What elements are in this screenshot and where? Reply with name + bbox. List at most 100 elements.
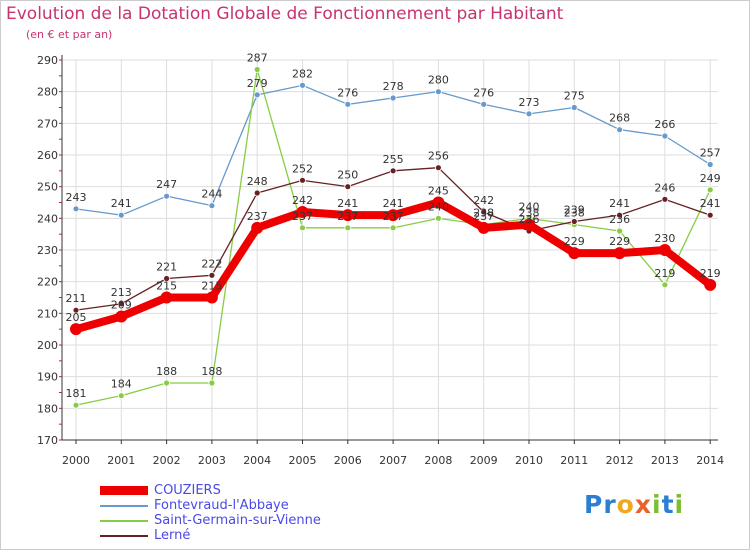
data-label-lerne: 252 — [292, 162, 313, 175]
data-point-fontevraud — [480, 100, 488, 108]
data-point-couziers — [432, 196, 445, 209]
data-point-couziers — [613, 247, 626, 260]
x-tick-label: 2010 — [515, 454, 543, 467]
x-tick-label: 2002 — [153, 454, 181, 467]
data-label-saint_germain: 238 — [564, 207, 585, 220]
data-point-saint_germain — [72, 401, 80, 409]
data-point-saint_germain — [344, 224, 352, 232]
data-label-couziers: 237 — [473, 210, 494, 223]
data-label-fontevraud: 278 — [383, 80, 404, 93]
legend-item-couziers: COUZIERS — [100, 483, 321, 498]
data-label-fontevraud: 273 — [519, 96, 540, 109]
data-point-couziers — [341, 209, 354, 222]
data-label-lerne: 239 — [564, 204, 585, 217]
legend-swatch-lerne — [100, 534, 148, 537]
legend-item-lerne: Lerné — [100, 528, 321, 543]
data-label-lerne: 256 — [428, 150, 449, 163]
data-point-lerne — [480, 208, 488, 216]
data-point-fontevraud — [299, 81, 306, 89]
data-label-saint_germain: 181 — [66, 387, 87, 400]
data-label-saint_germain: 237 — [292, 210, 313, 223]
data-point-saint_germain — [163, 379, 171, 387]
x-tick-label: 2007 — [379, 454, 407, 467]
data-label-couziers: 230 — [654, 232, 675, 245]
x-tick-label: 2005 — [289, 454, 317, 467]
data-label-saint_germain: 238 — [473, 207, 494, 220]
y-tick-label: 280 — [37, 86, 58, 99]
data-point-lerne — [570, 218, 578, 225]
data-label-fontevraud: 266 — [654, 118, 675, 131]
data-point-couziers — [296, 206, 309, 218]
data-point-fontevraud — [72, 205, 80, 213]
data-point-saint_germain — [299, 224, 306, 232]
data-point-lerne — [208, 271, 216, 279]
data-label-saint_germain: 287 — [247, 52, 268, 65]
x-tick-label: 2012 — [606, 454, 634, 467]
data-label-lerne: 211 — [66, 292, 87, 305]
data-point-fontevraud — [117, 211, 125, 219]
data-label-couziers: 237 — [247, 210, 268, 223]
data-label-fontevraud: 276 — [337, 86, 358, 99]
x-tick-label: 2000 — [62, 454, 90, 467]
data-point-lerne — [299, 176, 306, 184]
x-tick-label: 2004 — [243, 454, 271, 467]
y-tick-label: 220 — [37, 276, 58, 289]
data-label-saint_germain: 184 — [111, 378, 132, 391]
data-label-couziers: 215 — [201, 280, 222, 293]
data-point-fontevraud — [706, 161, 714, 168]
chart-title: Evolution de la Dotation Globale de Fonc… — [6, 4, 564, 24]
legend-label-lerne: Lerné — [154, 528, 191, 543]
data-point-lerne — [72, 306, 80, 314]
data-point-couziers — [251, 221, 264, 234]
x-tick-label: 2013 — [651, 454, 679, 467]
data-point-saint_germain — [661, 281, 669, 289]
data-point-couziers — [704, 278, 717, 291]
legend-swatch-fontevraud — [100, 504, 148, 507]
y-tick-label: 190 — [37, 371, 58, 384]
data-label-fontevraud: 244 — [201, 188, 222, 201]
y-tick-label: 270 — [37, 117, 58, 130]
data-label-couziers: 242 — [292, 194, 313, 207]
legend-swatch-couziers — [100, 486, 148, 495]
data-point-fontevraud — [163, 192, 171, 200]
data-label-saint_germain: 236 — [609, 213, 630, 226]
data-label-lerne: 213 — [111, 286, 132, 299]
proxiti-logo: Proxiti — [584, 490, 685, 519]
data-point-couziers — [115, 310, 128, 323]
data-label-lerne: 246 — [654, 181, 675, 194]
data-point-lerne — [616, 211, 623, 219]
data-point-fontevraud — [570, 104, 578, 111]
line-chart: 170 180 190 200 210 220 230 240 250 260 270 280 290 2… — [37, 52, 724, 468]
data-label-fontevraud: 275 — [564, 90, 585, 103]
data-point-fontevraud — [525, 110, 533, 118]
data-point-fontevraud — [661, 132, 669, 140]
chart-subtitle: (en € et par an) — [26, 28, 113, 41]
data-label-couziers: 219 — [700, 267, 721, 280]
data-label-saint_germain: 240 — [519, 200, 540, 213]
data-label-saint_germain: 249 — [700, 172, 721, 185]
data-label-lerne: 248 — [247, 175, 268, 188]
data-label-lerne: 242 — [473, 194, 494, 207]
data-point-fontevraud — [208, 202, 216, 210]
x-tick-label: 2009 — [470, 454, 498, 467]
data-point-couziers — [70, 323, 82, 336]
y-tick-label: 250 — [37, 181, 58, 194]
data-label-fontevraud: 247 — [156, 178, 177, 191]
data-label-couziers: 245 — [428, 185, 449, 198]
x-tick-label: 2001 — [107, 454, 135, 467]
x-tick-label: 2008 — [424, 454, 452, 467]
data-point-lerne — [434, 164, 442, 172]
y-tick-label: 180 — [37, 402, 58, 415]
data-point-couziers — [523, 218, 535, 231]
data-point-lerne — [389, 167, 397, 175]
data-label-saint_germain: 219 — [654, 267, 675, 280]
data-point-lerne — [163, 275, 171, 282]
data-point-couziers — [658, 244, 671, 256]
data-label-couziers: 205 — [66, 311, 87, 324]
data-point-couziers — [160, 291, 173, 304]
data-point-lerne — [661, 195, 669, 203]
data-label-lerne: 255 — [383, 153, 404, 166]
data-label-saint_germain: 237 — [337, 210, 358, 223]
y-tick-label: 170 — [37, 434, 58, 447]
legend-label-couziers: COUZIERS — [154, 483, 221, 498]
